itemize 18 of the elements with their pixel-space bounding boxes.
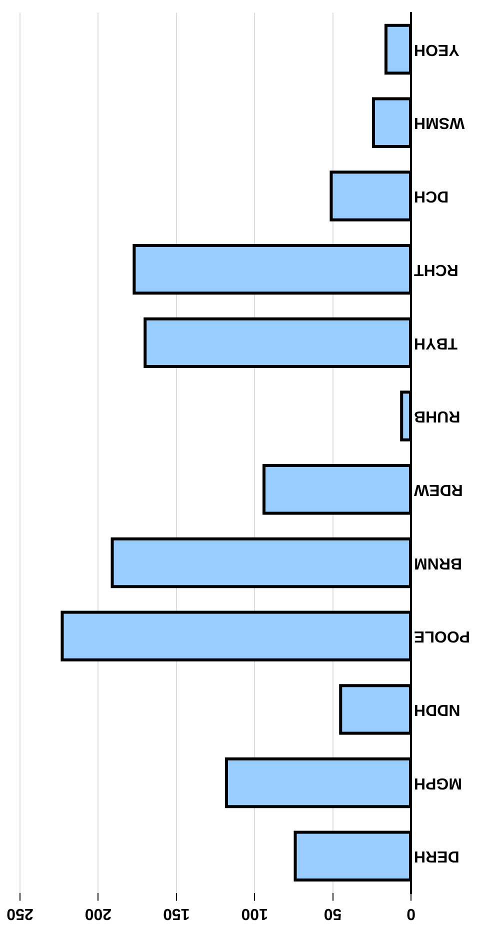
y-tick-label: DCH — [414, 188, 449, 205]
x-tick-label: 150 — [162, 904, 190, 922]
x-tick-label: 100 — [241, 904, 268, 922]
y-tick-label: RCHT — [414, 260, 458, 278]
x-tick-label: 200 — [84, 904, 112, 922]
y-tick-label: MGPH — [414, 774, 462, 792]
y-tick-label: BRNM — [414, 554, 462, 572]
x-tick-label: 250 — [6, 904, 34, 922]
y-tick-label: WSMH — [414, 114, 465, 132]
x-tick-label: 0 — [406, 904, 416, 922]
x-tick-label: 50 — [324, 904, 342, 922]
y-tick-label: NDDH — [414, 701, 460, 718]
y-tick-label: POOLE — [414, 628, 470, 645]
y-tick-label: RDEW — [413, 480, 463, 498]
y-tick-label: YEOH — [414, 40, 460, 58]
y-tick-label: TBYH — [414, 334, 458, 352]
y-tick-label: RUHB — [414, 408, 460, 425]
y-tick-label: DERH — [414, 848, 460, 865]
